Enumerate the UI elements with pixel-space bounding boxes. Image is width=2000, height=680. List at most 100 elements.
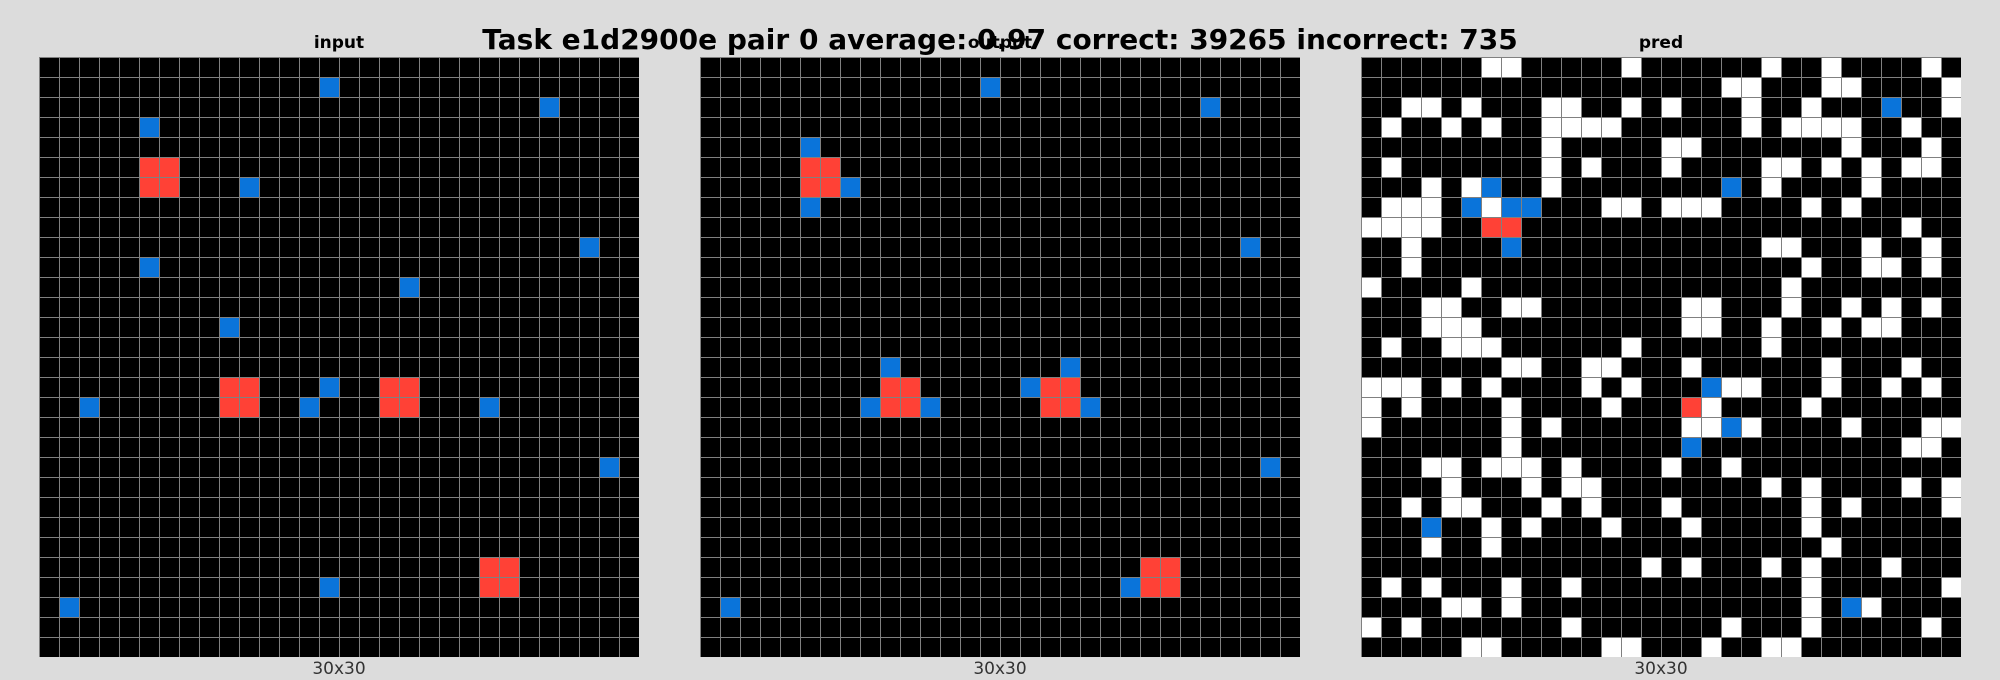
grid-cell (1140, 337, 1160, 357)
grid-cell (1100, 537, 1120, 557)
grid-cell (199, 517, 219, 537)
grid-cell (1280, 517, 1300, 537)
grid-cell (1160, 217, 1180, 237)
grid-cell (900, 137, 920, 157)
grid-cell (1561, 177, 1581, 197)
grid-cell (419, 537, 439, 557)
grid-cell (800, 337, 820, 357)
grid-cell (980, 557, 1000, 577)
grid-cell (1761, 377, 1781, 397)
grid-cell (179, 357, 199, 377)
grid-cell (1501, 477, 1521, 497)
grid-cell (159, 157, 179, 177)
grid-cell (539, 57, 559, 77)
grid-cell (1641, 617, 1661, 637)
grid-cell (559, 577, 579, 597)
grid-cell (119, 357, 139, 377)
grid-cell (1721, 157, 1741, 177)
grid-cell (1741, 217, 1761, 237)
grid-cell (980, 297, 1000, 317)
grid-cell (1601, 97, 1621, 117)
grid-cell (1881, 557, 1901, 577)
grid-cell (219, 357, 239, 377)
grid-cell (1140, 377, 1160, 397)
grid-cell (1000, 557, 1020, 577)
grid-cell (1941, 537, 1961, 557)
grid-cell (1441, 537, 1461, 557)
grid-cell (1200, 137, 1220, 157)
grid-cell (1060, 297, 1080, 317)
grid-cell (1581, 77, 1601, 97)
grid-cell (980, 337, 1000, 357)
grid-cell (99, 57, 119, 77)
grid-cell (900, 297, 920, 317)
grid-cell (39, 137, 59, 157)
grid-cell (1441, 497, 1461, 517)
grid-cell (1781, 137, 1801, 157)
grid-cell (99, 397, 119, 417)
grid-cell (139, 237, 159, 257)
grid-cell (419, 117, 439, 137)
grid-cell (1040, 317, 1060, 337)
grid-cell (559, 277, 579, 297)
grid-cell (39, 97, 59, 117)
grid-cell (399, 337, 419, 357)
grid-cell (920, 457, 940, 477)
grid-cell (579, 597, 599, 617)
grid-cell (1521, 337, 1541, 357)
grid-cell (119, 257, 139, 277)
grid-cell (1401, 277, 1421, 297)
grid-cell (1020, 497, 1040, 517)
grid-cell (1561, 497, 1581, 517)
grid-cell (99, 577, 119, 597)
grid-cell (219, 517, 239, 537)
grid-cell (1681, 457, 1701, 477)
grid-cell (1941, 517, 1961, 537)
grid-cell (1020, 277, 1040, 297)
grid-cell (1100, 197, 1120, 217)
grid-cell (1781, 197, 1801, 217)
grid-cell (740, 257, 760, 277)
grid-cell (1521, 217, 1541, 237)
grid-cell (1841, 217, 1861, 237)
grid-cell (439, 97, 459, 117)
grid-cell (1260, 417, 1280, 437)
grid-cell (239, 637, 259, 657)
grid-cell (119, 77, 139, 97)
grid-cell (1861, 337, 1881, 357)
grid-cell (139, 397, 159, 417)
grid-cell (1601, 457, 1621, 477)
grid-cell (1120, 117, 1140, 137)
grid-cell (179, 457, 199, 477)
grid-cell (379, 217, 399, 237)
grid-cell (1501, 637, 1521, 657)
grid-cell (1521, 357, 1541, 377)
grid-cell (1721, 117, 1741, 137)
grid-cell (780, 97, 800, 117)
grid-cell (99, 517, 119, 537)
grid-cell (499, 517, 519, 537)
grid-cell (1701, 577, 1721, 597)
grid-cell (1921, 317, 1941, 337)
grid-cell (760, 377, 780, 397)
grid-cell (1901, 137, 1921, 157)
grid-cell (1621, 617, 1641, 637)
grid-cell (1421, 277, 1441, 297)
grid-cell (880, 377, 900, 397)
grid-cell (99, 137, 119, 157)
grid-cell (860, 497, 880, 517)
grid-cell (359, 277, 379, 297)
grid-cell (1461, 377, 1481, 397)
grid-cell (1801, 637, 1821, 657)
grid-cell (1260, 517, 1280, 537)
grid-cell (1801, 157, 1821, 177)
grid-cell (1661, 237, 1681, 257)
input-panel: input 30x30 (39, 0, 639, 679)
grid-cell (379, 197, 399, 217)
grid-cell (99, 417, 119, 437)
grid-cell (1120, 77, 1140, 97)
grid-cell (880, 317, 900, 337)
grid-cell (1761, 117, 1781, 137)
grid-cell (1421, 637, 1441, 657)
grid-cell (1421, 577, 1441, 597)
